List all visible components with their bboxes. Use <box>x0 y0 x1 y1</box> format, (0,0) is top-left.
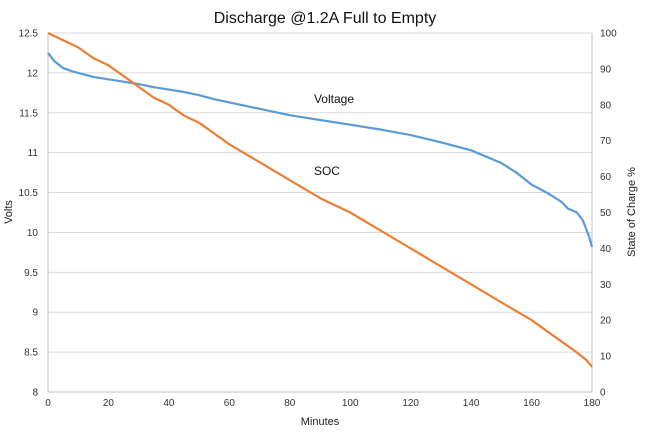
annotation-label: SOC <box>314 164 340 178</box>
grid-lines <box>48 32 592 393</box>
y2-tick-label: 40 <box>600 244 612 255</box>
series-lines <box>47 32 594 368</box>
annotations: Voltage SOC <box>314 92 354 178</box>
y-tick-label: 9 <box>32 308 38 319</box>
x-tick-label: 120 <box>402 398 419 409</box>
axes <box>47 33 593 393</box>
y-tick-label: 12.5 <box>19 29 39 40</box>
chart-title: Discharge @1.2A Full to Empty <box>214 10 437 27</box>
x-tick-label: 0 <box>45 398 51 409</box>
y2-tick-label: 70 <box>600 136 612 147</box>
y2-tick-label: 30 <box>600 280 612 291</box>
y2-tick-label: 20 <box>600 316 612 327</box>
annotation-label: Voltage <box>314 92 354 106</box>
y-tick-label: 8.5 <box>24 348 38 359</box>
y2-tick-label: 50 <box>600 208 612 219</box>
y2-axis-label: State of Charge % <box>626 167 638 257</box>
x-axis-label: Minutes <box>301 416 340 428</box>
x-tick-label: 160 <box>523 398 540 409</box>
series-line-voltage <box>47 52 594 248</box>
x-tick-label: 80 <box>284 398 296 409</box>
y2-tick-label: 80 <box>600 100 612 111</box>
x-tick-label: 40 <box>163 398 175 409</box>
y-tick-label: 11.5 <box>19 108 38 119</box>
y-tick-label: 9.5 <box>24 268 38 279</box>
x-tick-label: 100 <box>342 398 359 409</box>
y-tick-label: 11 <box>28 148 39 159</box>
x-tick-label: 20 <box>103 398 115 409</box>
y-tick-label: 10 <box>27 228 39 239</box>
y2-tick-label: 100 <box>600 29 617 40</box>
tick-labels: 8 8.5 9 9.5 10 10.5 11 11.5 12 12.5 0 10 20 30 40 50 60 7… <box>19 29 618 410</box>
x-tick-label: 140 <box>463 398 480 409</box>
y-tick-label: 8 <box>32 388 38 399</box>
x-tick-label: 60 <box>224 398 236 409</box>
y2-tick-label: 60 <box>600 172 612 183</box>
y2-tick-label: 0 <box>600 388 606 399</box>
series-line-soc <box>47 32 593 368</box>
y2-tick-label: 90 <box>600 64 612 75</box>
x-tick-label: 180 <box>584 398 601 409</box>
y-tick-label: 10.5 <box>19 188 39 199</box>
y-axis-label: Volts <box>3 200 15 224</box>
y2-tick-label: 10 <box>600 352 612 363</box>
y-tick-label: 12 <box>27 68 39 79</box>
